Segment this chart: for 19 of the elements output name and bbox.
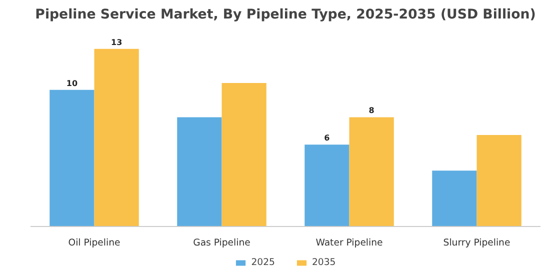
bar — [94, 48, 139, 227]
chart-title: Pipeline Service Market, By Pipeline Type, 2025-2035 (USD Billion) — [35, 8, 536, 22]
bar — [222, 83, 266, 227]
bar — [177, 117, 222, 227]
bar — [349, 117, 394, 227]
bar — [50, 90, 94, 227]
bar — [476, 135, 522, 227]
data-label: 10 — [66, 78, 78, 88]
bar — [304, 144, 350, 227]
legend-label: 2035 — [312, 257, 336, 268]
x-tick-label: Water Pipeline — [316, 238, 384, 249]
x-tick-label: Oil Pipeline — [68, 238, 121, 249]
data-label: 6 — [324, 134, 330, 143]
data-label: 13 — [110, 38, 122, 47]
legend-label: 2025 — [251, 257, 275, 268]
x-tick-label: Slurry Pipeline — [443, 238, 510, 249]
x-tick-label: Gas Pipeline — [193, 238, 251, 249]
bar — [432, 170, 477, 227]
data-label: 8 — [368, 106, 375, 116]
